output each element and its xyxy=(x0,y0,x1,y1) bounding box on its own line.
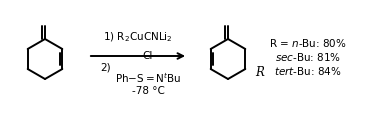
Text: 1) R$_2$CuCNLi$_2$: 1) R$_2$CuCNLi$_2$ xyxy=(103,30,173,44)
Text: Cl: Cl xyxy=(143,51,153,61)
Text: Ph$-$S$=$N$^{t}$Bu: Ph$-$S$=$N$^{t}$Bu xyxy=(115,71,181,85)
Text: $tert$-Bu: 84%: $tert$-Bu: 84% xyxy=(274,65,342,77)
Text: 2): 2) xyxy=(100,63,111,73)
Text: R = $n$-Bu: 80%: R = $n$-Bu: 80% xyxy=(269,37,347,49)
Text: R: R xyxy=(255,65,264,79)
Text: $sec$-Bu: 81%: $sec$-Bu: 81% xyxy=(275,51,341,63)
Text: -78 °C: -78 °C xyxy=(132,86,164,96)
